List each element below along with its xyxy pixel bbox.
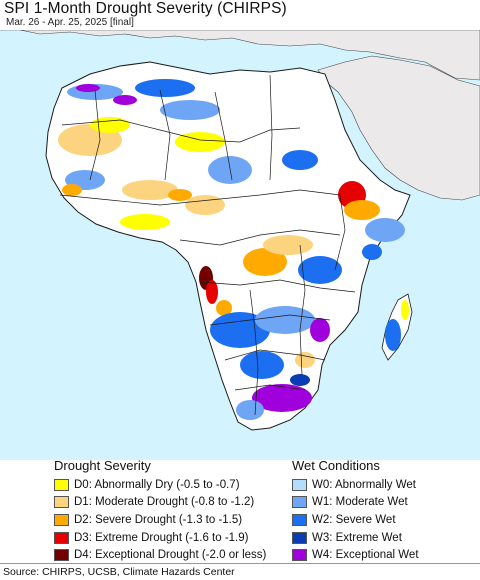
- legend-item-w2: W2: Severe Wet: [292, 511, 419, 529]
- legend-swatch-w4: [292, 549, 307, 562]
- patches: [58, 79, 409, 420]
- patch-w1-zambia: [255, 306, 315, 334]
- middle-east-landmass: [317, 55, 480, 201]
- legend-swatch-w0: [292, 478, 307, 491]
- patch-d0-guinea: [120, 214, 170, 230]
- legend-label-d0: D0: Abnormally Dry (-0.5 to -0.7): [74, 478, 240, 491]
- patch-w4-morocco: [76, 84, 100, 92]
- legend-item-w4: W4: Exceptional Wet: [292, 546, 419, 564]
- legend-item-w1: W1: Moderate Wet: [292, 494, 419, 512]
- legend-swatch-d2: [54, 513, 69, 526]
- patch-w2-angola: [210, 312, 270, 348]
- patch-w1-libya: [160, 100, 220, 120]
- patch-w4-mozambique: [310, 318, 330, 342]
- legend-label-w2: W2: Severe Wet: [312, 513, 396, 526]
- legend-item-d1: D1: Moderate Drought (-0.8 to -1.2): [54, 494, 266, 512]
- patch-w4-south-africa: [252, 384, 312, 412]
- patch-d0-sahara-west: [90, 117, 130, 133]
- patch-d1-sahel: [122, 180, 178, 200]
- legend-swatch-w2: [292, 513, 307, 526]
- country-borders: [59, 74, 356, 416]
- patch-d1-zimbabwe: [295, 352, 315, 368]
- legend-label-w3: W3: Extreme Wet: [312, 531, 402, 544]
- legend-item-w0: W0: Abnormally Wet: [292, 476, 419, 494]
- map-subtitle: Mar. 26 - Apr. 25, 2025 [final]: [6, 17, 134, 28]
- wet-legend: W0: Abnormally Wet W1: Moderate Wet W2: …: [292, 476, 419, 564]
- patch-w2-sudan: [282, 150, 318, 170]
- patch-w4-algeria: [113, 95, 137, 105]
- europe-landmass: [0, 30, 480, 81]
- source-credit: Source: CHIRPS, UCSB, Climate Hazards Ce…: [3, 566, 235, 578]
- legend-label-d3: D3: Extreme Drought (-1.6 to -1.9): [74, 531, 249, 544]
- patch-d1-nigeria: [185, 195, 225, 215]
- legend-label-d1: D1: Moderate Drought (-0.8 to -1.2): [74, 496, 255, 509]
- legend-label-d4: D4: Exceptional Drought (-2.0 or less): [74, 549, 267, 562]
- legend-label-w1: W1: Moderate Wet: [312, 496, 408, 509]
- patch-d0-madagascar: [401, 300, 409, 320]
- legend-swatch-d0: [54, 478, 69, 491]
- wet-legend-title: Wet Conditions: [292, 458, 380, 473]
- legend-swatch-w1: [292, 496, 307, 509]
- map-title: SPI 1-Month Drought Severity (CHIRPS): [4, 0, 287, 17]
- patch-d0-sahel-north: [175, 132, 225, 152]
- patch-d2-ethiopia: [344, 200, 380, 220]
- legend-swatch-w3: [292, 531, 307, 544]
- legend-item-d4: D4: Exceptional Drought (-2.0 or less): [54, 546, 266, 564]
- legend-item-d0: D0: Abnormally Dry (-0.5 to -0.7): [54, 476, 266, 494]
- legend-label-d2: D2: Severe Drought (-1.3 to -1.5): [74, 513, 243, 526]
- footer-divider: [0, 563, 480, 564]
- patch-w2-north: [135, 79, 195, 97]
- patch-w1-south-africa: [236, 400, 264, 420]
- legend-swatch-d3: [54, 531, 69, 544]
- patch-w2-botswana: [240, 351, 284, 379]
- patch-w2-horn: [362, 244, 382, 260]
- patch-d1-central: [263, 235, 313, 255]
- patch-d2-west: [62, 184, 82, 196]
- legend-item-w3: W3: Extreme Wet: [292, 529, 419, 547]
- legend-item-d2: D2: Severe Drought (-1.3 to -1.5): [54, 511, 266, 529]
- patch-w2-congo: [298, 256, 342, 284]
- patch-d3-gabon: [206, 280, 218, 304]
- legend-label-w0: W0: Abnormally Wet: [312, 478, 416, 491]
- legend-swatch-d1: [54, 496, 69, 509]
- drought-legend: D0: Abnormally Dry (-0.5 to -0.7) D1: Mo…: [54, 476, 266, 564]
- legend-label-w4: W4: Exceptional Wet: [312, 549, 419, 562]
- patch-w1-horn: [365, 218, 405, 242]
- patch-w2-madagascar: [385, 319, 401, 351]
- patch-w3-south: [290, 374, 310, 386]
- drought-legend-title: Drought Severity: [54, 458, 151, 473]
- patch-d2-sahel: [168, 189, 192, 201]
- legend-item-d3: D3: Extreme Drought (-1.6 to -1.9): [54, 529, 266, 547]
- patch-d2-angola-coast: [216, 300, 232, 316]
- drought-map: [0, 30, 480, 460]
- legend-swatch-d4: [54, 549, 69, 562]
- patch-d2-central: [243, 248, 287, 276]
